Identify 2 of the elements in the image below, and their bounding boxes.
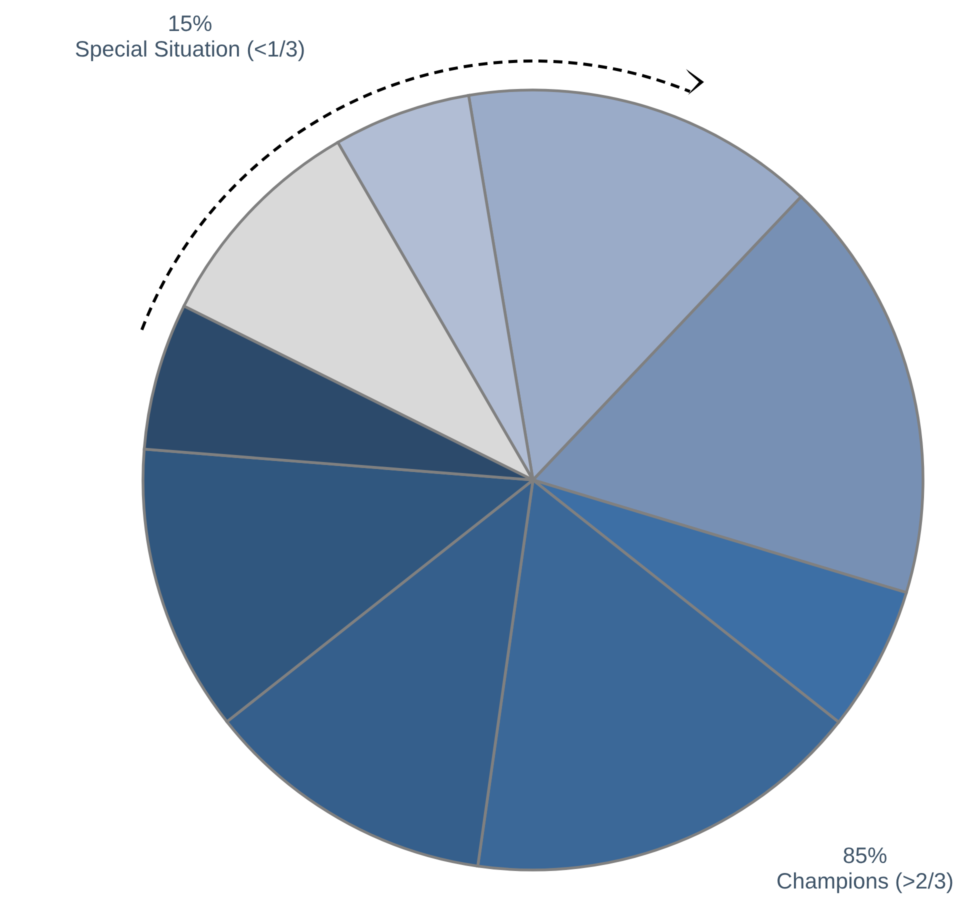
text: 85% Champions (>2/3) (778, 847, 952, 894)
text: 15% Special Situation (<1/3) (76, 16, 304, 62)
